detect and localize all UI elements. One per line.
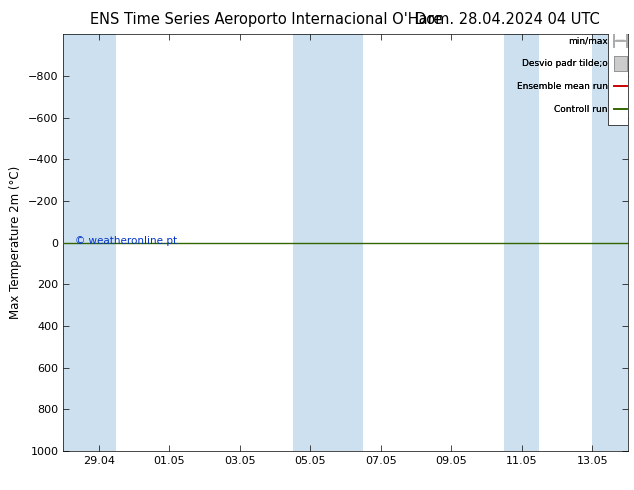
Text: © weatheronline.pt: © weatheronline.pt — [75, 236, 177, 246]
Bar — [614, 56, 627, 71]
Bar — [63, 34, 116, 451]
Bar — [608, 31, 628, 125]
Text: min/max: min/max — [568, 36, 608, 45]
Bar — [614, 56, 627, 71]
Text: ENS Time Series Aeroporto Internacional O'Hare: ENS Time Series Aeroporto Internacional … — [90, 12, 443, 27]
Bar — [293, 34, 363, 451]
Text: Desvio padr tilde;o: Desvio padr tilde;o — [522, 59, 608, 68]
Text: Controll run: Controll run — [554, 105, 608, 114]
Text: Ensemble mean run: Ensemble mean run — [517, 82, 608, 91]
Bar — [504, 34, 540, 451]
Text: Controll run: Controll run — [554, 105, 608, 114]
Y-axis label: Max Temperature 2m (°C): Max Temperature 2m (°C) — [10, 166, 22, 319]
Text: Desvio padr tilde;o: Desvio padr tilde;o — [522, 59, 608, 68]
Bar — [592, 34, 628, 451]
Text: min/max: min/max — [568, 36, 608, 45]
Text: Dom. 28.04.2024 04 UTC: Dom. 28.04.2024 04 UTC — [415, 12, 600, 27]
Text: Ensemble mean run: Ensemble mean run — [517, 82, 608, 91]
